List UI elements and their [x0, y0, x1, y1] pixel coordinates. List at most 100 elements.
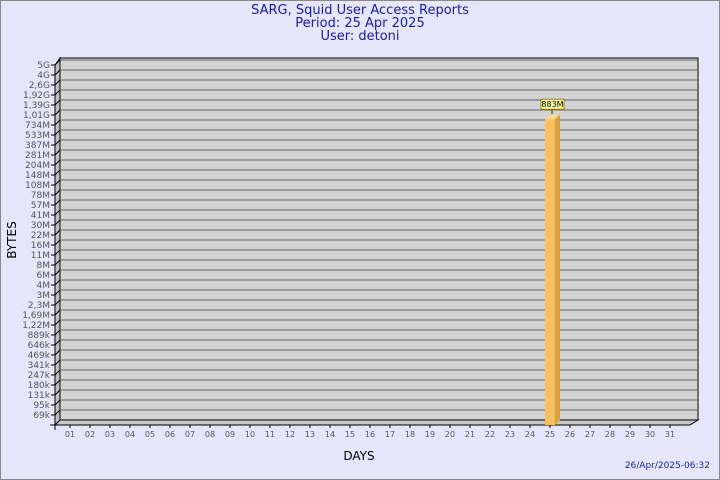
gridline-side — [54, 299, 61, 306]
x-tick-label: 22 — [485, 430, 495, 439]
gridline-side — [54, 239, 61, 246]
y-tick-label: 131k — [28, 391, 51, 401]
y-tick-label: 3M — [37, 291, 51, 301]
y-tick-label: 16M — [31, 241, 50, 251]
chart-title: SARG, Squid User Access Reports — [251, 3, 469, 18]
y-tick-label: 2,3M — [28, 301, 50, 311]
x-tick-label: 31 — [665, 430, 675, 439]
y-tick-label: 108M — [25, 181, 50, 191]
gridline-side — [54, 109, 61, 116]
x-tick-label: 08 — [205, 430, 215, 439]
x-tick-label: 14 — [325, 430, 335, 439]
gridline-side — [54, 219, 61, 226]
y-tick-label: 11M — [31, 251, 50, 261]
gridline-side — [54, 409, 61, 416]
gridline-side — [54, 249, 61, 256]
y-tick-label: 646k — [28, 341, 51, 351]
x-tick-label: 03 — [105, 430, 115, 439]
bar-value-label: 883M — [541, 100, 563, 109]
gridline-side — [54, 159, 61, 166]
x-tick-label: 28 — [605, 430, 615, 439]
y-tick-label: 8M — [37, 261, 51, 271]
y-tick-label: 734M — [25, 121, 50, 131]
gridline-side — [54, 169, 61, 176]
gridline-side — [54, 129, 61, 136]
y-tick-label: 41M — [31, 211, 50, 221]
x-tick-label: 16 — [365, 430, 375, 439]
gridline-side — [54, 379, 61, 386]
gridline-side — [54, 389, 61, 396]
y-tick-label: 247k — [28, 371, 51, 381]
x-tick-label: 24 — [525, 430, 535, 439]
x-axis-label: DAYS — [343, 449, 374, 463]
bar-side — [555, 114, 560, 425]
timestamp: 26/Apr/2025-06:32 — [624, 461, 710, 471]
y-tick-label: 5G — [37, 61, 50, 71]
x-tick-label: 25 — [545, 430, 555, 439]
gridline-side — [54, 179, 61, 186]
x-tick-label: 20 — [445, 430, 455, 439]
y-tick-label: 1,69M — [22, 311, 50, 321]
x-tick-label: 04 — [125, 430, 135, 439]
y-tick-label: 69k — [33, 411, 50, 421]
gridline-side — [54, 99, 61, 106]
gridline-side — [54, 119, 61, 126]
y-tick-label: 95k — [33, 401, 50, 411]
gridline-side — [54, 369, 61, 376]
gridline-side — [54, 189, 61, 196]
y-tick-label: 889k — [28, 331, 51, 341]
x-tick-label: 13 — [305, 430, 315, 439]
y-tick-label: 204M — [25, 161, 50, 171]
gridline-side — [54, 309, 61, 316]
bar-label-box — [540, 98, 565, 110]
y-tick-label: 78M — [31, 191, 50, 201]
x-tick-label: 11 — [265, 430, 275, 439]
x-tick-label: 29 — [625, 430, 635, 439]
gridline-side — [54, 209, 61, 216]
gridline-side — [54, 89, 61, 96]
gridline-side — [54, 229, 61, 236]
gridline-side — [54, 269, 61, 276]
x-tick-label: 19 — [425, 430, 435, 439]
bar-day-25 — [545, 119, 555, 425]
y-tick-label: 341k — [28, 361, 51, 371]
y-tick-label: 387M — [25, 141, 50, 151]
y-axis-label: BYTES — [5, 221, 19, 258]
gridline-side — [54, 69, 61, 76]
chart-subtitle-user: User: detoni — [320, 29, 400, 44]
x-tick-label: 17 — [385, 430, 395, 439]
x-tick-label: 15 — [345, 430, 355, 439]
gridline-side — [54, 149, 61, 156]
x-tick-label: 07 — [185, 430, 195, 439]
plot-back-wall — [59, 57, 699, 421]
y-tick-label: 2,6G — [29, 81, 50, 91]
y-tick-label: 148M — [25, 171, 50, 181]
gridline-side — [54, 319, 61, 326]
x-tick-label: 21 — [465, 430, 475, 439]
x-tick-label: 18 — [405, 430, 415, 439]
x-tick-label: 10 — [245, 430, 255, 439]
y-tick-label: 30M — [31, 221, 50, 231]
y-tick-label: 1,22M — [22, 321, 50, 331]
x-tick-label: 30 — [645, 430, 655, 439]
plot-floor — [53, 419, 700, 426]
x-tick-label: 06 — [165, 430, 175, 439]
x-tick-label: 12 — [285, 430, 295, 439]
y-tick-label: 469k — [28, 351, 51, 361]
y-tick-label: 57M — [31, 201, 50, 211]
gridline-side — [54, 59, 61, 66]
y-tick-label: 4G — [37, 71, 50, 81]
y-tick-label: 6M — [37, 271, 51, 281]
x-tick-label: 27 — [585, 430, 595, 439]
gridline-side — [54, 79, 61, 86]
x-tick-label: 09 — [225, 430, 235, 439]
y-tick-label: 22M — [31, 231, 50, 241]
gridline-side — [54, 199, 61, 206]
x-tick-label: 02 — [85, 430, 95, 439]
gridline-side — [54, 359, 61, 366]
y-tick-label: 281M — [25, 151, 50, 161]
y-tick-label: 1,39G — [23, 101, 50, 111]
y-tick-label: 1,01G — [23, 111, 50, 121]
gridline-side — [54, 259, 61, 266]
